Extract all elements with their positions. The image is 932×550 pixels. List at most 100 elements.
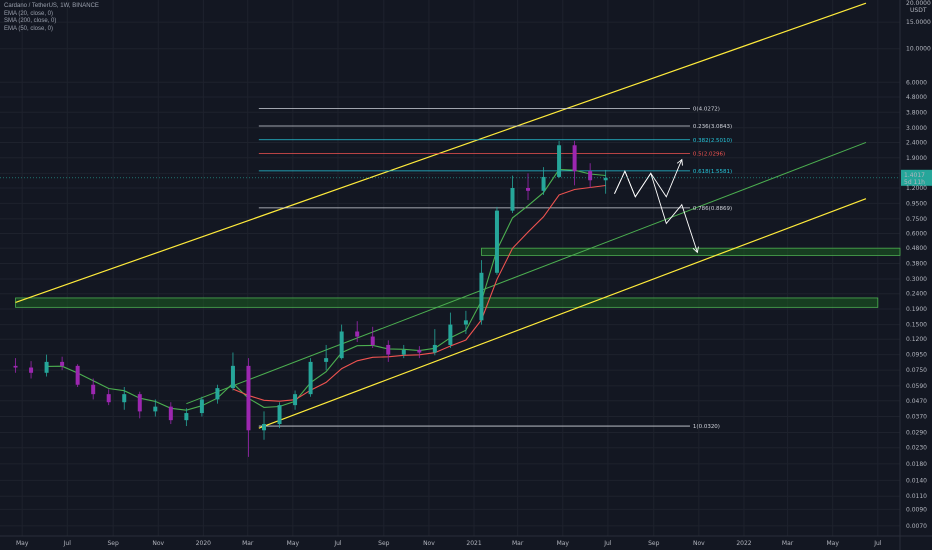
time-tick: Nov — [693, 540, 705, 547]
candle-body — [60, 361, 65, 366]
candle-body — [13, 365, 18, 368]
price-tick: 1.9000 — [906, 155, 927, 162]
candle-body — [541, 176, 546, 191]
price-tick: 4.8000 — [906, 94, 927, 101]
price-tick: 3.8000 — [906, 109, 927, 116]
candle-body — [386, 344, 391, 355]
candle-body — [432, 344, 437, 353]
candle — [308, 358, 313, 397]
candle — [417, 346, 422, 359]
candle — [60, 356, 65, 371]
time-tick: Jul — [333, 540, 342, 547]
candle — [246, 358, 251, 457]
price-tick: 6.0000 — [906, 79, 927, 86]
price-tick: 2.4000 — [906, 139, 927, 146]
time-tick: Nov — [152, 540, 164, 547]
price-tick: 10.0000 — [906, 46, 931, 53]
price-tick: 0.0140 — [906, 477, 927, 484]
price-tick: 0.0180 — [906, 461, 927, 468]
candle-body — [262, 424, 267, 431]
price-axis-unit: USDT — [910, 7, 927, 14]
candle — [262, 411, 267, 440]
candle — [324, 344, 329, 371]
candle — [355, 321, 360, 343]
price-tick: 0.3800 — [906, 261, 927, 268]
price-tick: 0.0470 — [906, 398, 927, 405]
price-tick: 0.3000 — [906, 276, 927, 283]
legend-symbol: Cardano / TetherUS, 1W, BINANCE — [4, 3, 99, 9]
candle-body — [308, 361, 313, 395]
projection-arrowhead — [692, 246, 699, 254]
candle-body — [277, 405, 282, 425]
candle — [557, 140, 562, 178]
price-tick: 0.0290 — [906, 430, 927, 437]
projection-path-down — [614, 170, 698, 253]
price-tick: 0.0370 — [906, 414, 927, 421]
candle-body — [153, 406, 158, 412]
candle — [184, 408, 189, 427]
fib-label: 0.786(0.8869) — [693, 206, 732, 212]
price-tick: 0.1900 — [906, 306, 927, 313]
time-tick: Mar — [242, 540, 254, 547]
candle-body — [355, 331, 360, 337]
candle — [13, 358, 18, 373]
candle — [448, 312, 453, 349]
candle — [44, 354, 49, 377]
price-tick: 0.0090 — [906, 506, 927, 513]
candle-body — [417, 349, 422, 353]
candle-body — [293, 394, 298, 406]
fib-label: 0.5(2.0296) — [693, 151, 725, 157]
candle — [168, 402, 173, 425]
candle-body — [230, 365, 235, 389]
candle-body — [184, 413, 189, 421]
fib-label: 0.618(1.5581) — [693, 169, 732, 175]
fib-label: 0(4.0272) — [693, 106, 720, 112]
price-tick: 0.0110 — [906, 493, 927, 500]
time-tick: 2021 — [466, 540, 481, 547]
candle — [106, 389, 111, 406]
fib-label: 0.382(2.5010) — [693, 138, 732, 144]
price-tick: 0.0750 — [906, 367, 927, 374]
legend-ema: EMA (20, close, 0) — [4, 10, 54, 17]
projection-path-up — [614, 159, 683, 198]
time-tick: Jul — [63, 540, 72, 547]
trendline-green — [186, 142, 867, 405]
candle-body — [370, 336, 375, 345]
time-tick: Jul — [873, 540, 882, 547]
candle-body — [215, 388, 220, 400]
candle — [137, 391, 142, 419]
candle-body — [106, 394, 111, 403]
candle — [494, 206, 499, 275]
candle — [526, 173, 531, 200]
price-tick: 0.0070 — [906, 523, 927, 530]
current-price-time: 5d 11h — [904, 179, 925, 186]
price-tick: 0.0590 — [906, 383, 927, 390]
candle — [510, 175, 515, 214]
price-tick: 3.0000 — [906, 125, 927, 132]
candle — [122, 386, 127, 410]
candle — [588, 163, 593, 188]
candle — [277, 402, 282, 429]
candle-body — [91, 384, 96, 395]
candle — [603, 169, 608, 194]
time-tick: Sep — [378, 540, 390, 547]
candle-body — [137, 394, 142, 412]
grid-lines — [0, 0, 900, 536]
candle-body — [122, 394, 127, 403]
price-tick: 0.1200 — [906, 336, 927, 343]
candle — [572, 140, 577, 186]
candle-body — [246, 365, 251, 431]
candle — [215, 384, 220, 404]
time-tick: May — [557, 540, 570, 547]
candle-body — [339, 331, 344, 359]
legend-ema2: EMA (50, close, 0) — [4, 25, 54, 32]
fib-label: 1(0.0320) — [693, 424, 720, 430]
candle-body — [526, 187, 531, 191]
candle — [230, 352, 235, 391]
chart-legend: Cardano / TetherUS, 1W, BINANCE EMA (20,… — [4, 3, 99, 33]
candle — [339, 324, 344, 360]
time-tick: Sep — [648, 540, 660, 547]
price-tick: 0.9500 — [906, 200, 927, 207]
time-tick: Sep — [107, 540, 119, 547]
